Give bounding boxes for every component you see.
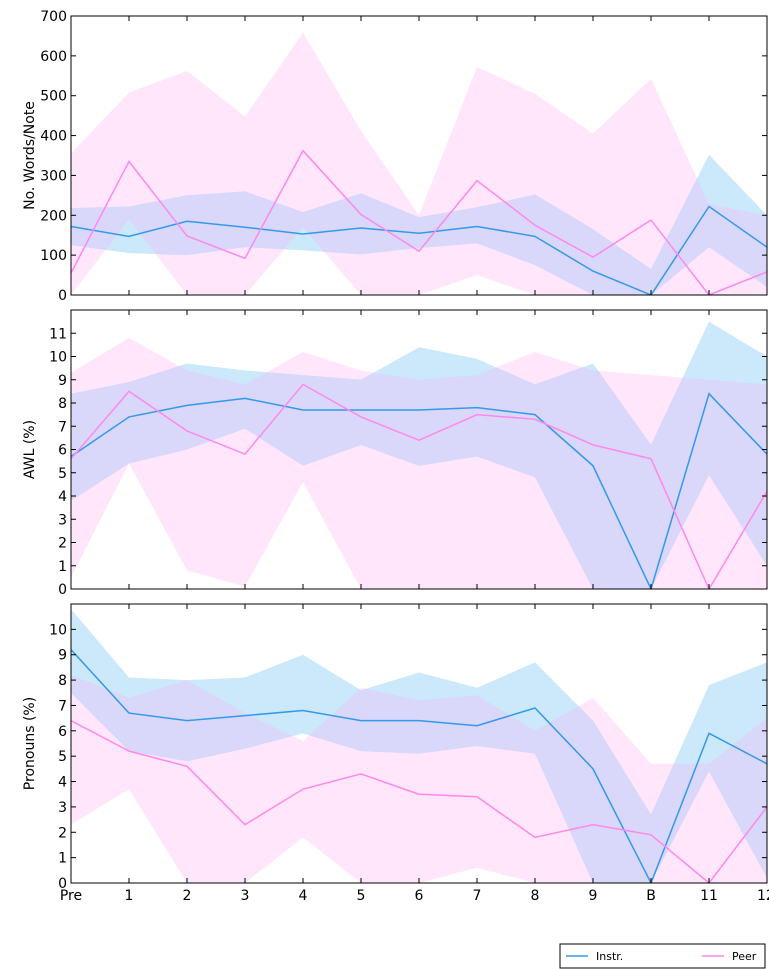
y-tick-label: 6: [58, 724, 67, 740]
y-tick-label: 4: [58, 489, 67, 505]
y-tick-label: 5: [58, 749, 67, 765]
x-tick-label: 11: [700, 888, 718, 904]
y-tick-label: 7: [58, 419, 67, 435]
y-tick-label: 5: [58, 466, 67, 482]
band-overlap-fill: [71, 154, 767, 295]
y-tick-label: 11: [49, 326, 67, 342]
y-tick-label: 3: [58, 800, 67, 816]
y-tick-label: 2: [58, 825, 67, 841]
y-tick-label: 400: [40, 129, 67, 145]
y-tick-label: 1: [58, 559, 67, 575]
y-tick-label: 0: [58, 876, 67, 892]
x-tick-label: 3: [241, 888, 250, 904]
legend-label-instr: Instr.: [596, 950, 623, 963]
y-tick-label: 3: [58, 512, 67, 528]
y-axis-label: No. Words/Note: [22, 101, 38, 210]
y-tick-label: 6: [58, 443, 67, 459]
x-tick-label: 6: [415, 888, 424, 904]
x-tick-label: 12: [757, 888, 769, 904]
panel-2-data: [71, 321, 767, 589]
legend-label-peer: Peer: [732, 950, 757, 963]
x-tick-label: 1: [125, 888, 134, 904]
x-tick-labels: Pre123456789B1112: [60, 888, 769, 904]
band-overlap-fill: [71, 337, 767, 589]
x-tick-label: 8: [531, 888, 540, 904]
y-tick-label: 7: [58, 698, 67, 714]
y-tick-label: 200: [40, 208, 67, 224]
band-overlap: [71, 337, 767, 589]
y-tick-label: 1: [58, 851, 67, 867]
panel-1: 0 100 200 300 400 500 600 700 No. Words/Note: [22, 9, 768, 304]
line-peer: [71, 149, 767, 295]
panel-1-data: [71, 32, 767, 295]
line-peer: [71, 383, 767, 589]
y-tick-label: 0: [58, 288, 67, 304]
x-tick-label: 9: [589, 888, 598, 904]
panel-3-data: [71, 609, 767, 883]
y-tick-label: 8: [58, 673, 67, 689]
line-instr: [71, 649, 767, 883]
y-tick-label: 700: [40, 9, 67, 25]
y-axis-label: AWL (%): [22, 420, 38, 479]
line-instr: [71, 392, 767, 589]
y-tick-label: 600: [40, 49, 67, 65]
y-tick-label: 4: [58, 775, 67, 791]
y-axis-label: Pronouns (%): [22, 697, 38, 790]
x-tick-label: 2: [183, 888, 192, 904]
panel-2: 0 1 2 3 4 5 6 7 8 9 10 11 AWL (%): [22, 309, 768, 598]
x-tick-label: B: [646, 888, 656, 904]
legend: Instr. Peer: [559, 943, 766, 969]
y-tick-label: 300: [40, 168, 67, 184]
x-tick-label: 7: [473, 888, 482, 904]
legend-box: [559, 943, 766, 969]
line-instr: [71, 205, 767, 295]
y-tick-label: 2: [58, 536, 67, 552]
band-overlap: [71, 154, 767, 295]
y-tick-label: 0: [58, 582, 67, 598]
y-tick-label: 9: [58, 648, 67, 664]
y-tick-label: 10: [49, 622, 67, 638]
panel-3: 0 1 2 3 4 5 6 7 8 9 10 Pronouns (%): [22, 603, 768, 892]
y-tick-label: 10: [49, 350, 67, 366]
x-tick-label: 4: [299, 888, 308, 904]
y-tick-label: 8: [58, 396, 67, 412]
y-tick-label: 500: [40, 89, 67, 105]
x-tick-label: Pre: [60, 888, 82, 904]
line-peer: [71, 720, 767, 883]
y-tick-label: 9: [58, 373, 67, 389]
x-tick-label: 5: [357, 888, 366, 904]
y-tick-label: 100: [40, 248, 67, 264]
